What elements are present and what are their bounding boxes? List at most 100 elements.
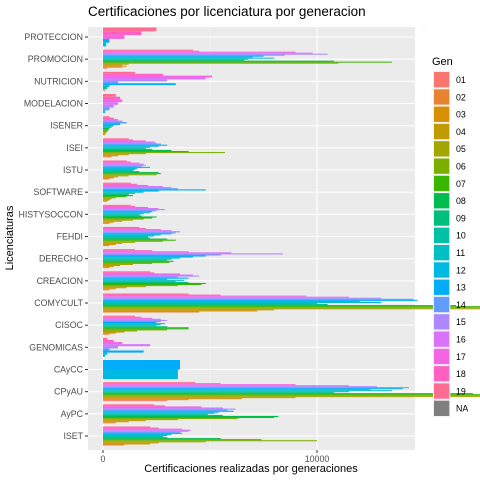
legend-swatch <box>434 245 450 261</box>
bar <box>103 309 275 311</box>
y-tick-label: ISEI <box>66 143 83 153</box>
bar <box>103 176 118 178</box>
bar <box>103 295 307 297</box>
bar <box>103 123 121 125</box>
bar <box>103 217 153 219</box>
legend-swatch <box>434 348 450 365</box>
bar <box>103 412 215 414</box>
bar <box>103 186 163 188</box>
bar <box>103 255 206 257</box>
bar <box>103 119 118 121</box>
bar <box>103 215 142 217</box>
bar <box>103 208 159 210</box>
y-tick-label: CISOC <box>55 320 84 330</box>
legend-swatch <box>434 331 450 347</box>
bar <box>103 63 129 65</box>
bar <box>103 388 403 390</box>
bar <box>103 142 157 144</box>
legend-label: 05 <box>456 144 466 154</box>
bar <box>103 56 253 58</box>
y-tick-label: CAyCC <box>54 365 84 375</box>
bar <box>103 139 133 141</box>
bar <box>103 107 110 111</box>
legend-label: 16 <box>456 335 466 345</box>
bar <box>103 323 166 325</box>
bar <box>103 337 108 340</box>
bar <box>103 164 146 166</box>
bar <box>103 413 208 415</box>
y-axis: PROTECCION PROMOCION NUTRICION MODELACION IS… <box>18 32 88 441</box>
legend-label: 09 <box>456 213 466 223</box>
bar <box>103 148 153 150</box>
y-tick-label: DERECHO <box>39 254 83 264</box>
bar <box>103 330 138 332</box>
bar <box>103 234 161 236</box>
legend-swatch <box>434 227 450 243</box>
y-axis-label: Licenciaturas <box>4 205 16 270</box>
bar <box>103 218 144 220</box>
bar <box>103 289 110 291</box>
bar <box>103 439 262 441</box>
bar <box>103 160 127 162</box>
y-tick-label: FEHDI <box>57 232 83 242</box>
bar <box>103 235 155 237</box>
bar <box>103 407 223 409</box>
y-tick-label: NUTRICION <box>34 76 83 86</box>
bar <box>103 145 159 147</box>
legend-label: 04 <box>456 127 466 137</box>
bar <box>103 287 127 289</box>
legend-swatch <box>434 175 450 192</box>
bar <box>103 385 350 387</box>
bar <box>103 307 480 309</box>
y-tick-label: ISTU <box>63 165 83 175</box>
bar <box>103 77 206 80</box>
bar <box>103 265 121 267</box>
bar <box>103 58 249 60</box>
legend-label: 08 <box>456 196 466 206</box>
bar <box>103 237 151 239</box>
bar <box>103 433 172 435</box>
bar <box>103 173 161 175</box>
bar <box>103 219 133 221</box>
bar <box>103 168 136 170</box>
x-tick-label: 10000 <box>305 454 330 464</box>
bar <box>103 81 118 84</box>
bar <box>103 400 168 402</box>
bar <box>103 344 151 347</box>
bar <box>103 299 418 301</box>
bar <box>103 156 112 158</box>
bar <box>103 275 200 277</box>
legend-swatch <box>434 383 450 399</box>
bar <box>103 87 108 89</box>
bar <box>103 67 108 69</box>
bar <box>103 249 136 251</box>
bar <box>103 286 146 288</box>
bar <box>103 206 148 208</box>
bar <box>103 53 328 55</box>
bar <box>103 212 151 214</box>
bar <box>103 174 157 176</box>
legend-label: 13 <box>456 283 466 293</box>
legend-label: NA <box>456 404 468 414</box>
bar <box>103 396 480 398</box>
bar <box>103 331 125 333</box>
bar <box>103 233 172 235</box>
bar <box>103 238 168 240</box>
bar <box>103 405 166 407</box>
bar <box>103 241 136 243</box>
bar <box>103 306 480 308</box>
bar <box>103 324 161 326</box>
bar <box>103 149 172 151</box>
bar <box>103 258 172 260</box>
legend-title: Gen <box>432 56 453 68</box>
bar <box>103 83 176 86</box>
y-tick-label: AyPC <box>61 409 84 419</box>
bar <box>103 99 123 103</box>
bar <box>103 60 335 62</box>
bar <box>103 395 480 397</box>
bar <box>103 263 133 265</box>
bar <box>103 369 178 379</box>
bar <box>103 411 219 413</box>
bar <box>103 61 392 63</box>
